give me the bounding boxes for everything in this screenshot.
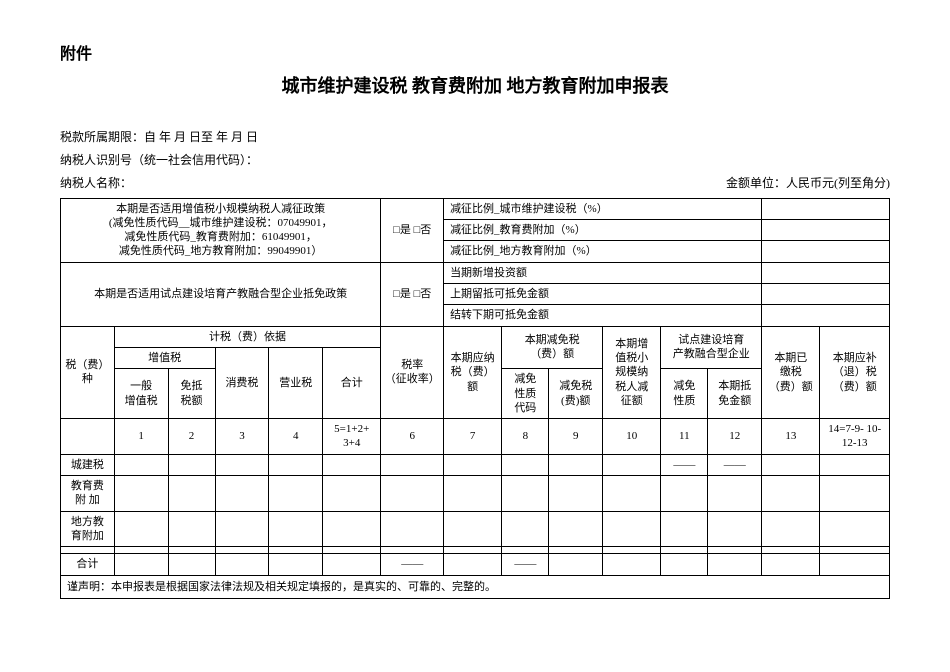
th-business: 营业税 — [269, 347, 323, 418]
th-pilot-amount: 本期抵 免金额 — [708, 369, 762, 419]
policy2-val3[interactable] — [762, 305, 890, 326]
policy1-val3[interactable] — [762, 241, 890, 262]
col-num-7: 7 — [444, 419, 502, 455]
col-num-11: 11 — [661, 419, 708, 455]
col-num-13: 13 — [762, 419, 820, 455]
row1-dash1: —— — [661, 454, 708, 475]
col-num-2: 2 — [168, 419, 215, 455]
th-reduction-nature: 减免 性质 代码 — [502, 369, 549, 419]
col-num-14: 14=7-9- 10- 12-13 — [820, 419, 890, 455]
taxpayer-id-line: 纳税人识别号（统一社会信用代码）： — [60, 151, 890, 170]
policy2-val2[interactable] — [762, 284, 890, 305]
policy2-right2: 上期留抵可抵免金额 — [444, 284, 762, 305]
th-total: 合计 — [323, 347, 381, 418]
table-row — [61, 547, 890, 554]
policy2-right1: 当期新增投资额 — [444, 262, 762, 283]
currency-unit: 金额单位：人民币元(列至角分) — [726, 174, 890, 193]
col-num-1: 1 — [114, 419, 168, 455]
col-num-12: 12 — [708, 419, 762, 455]
period-line: 税款所属期限：自 年 月 日至 年 月 日 — [60, 128, 890, 147]
main-table: 本期是否适用增值税小规模纳税人减征政策 (减免性质代码__城市维护建设税：070… — [60, 198, 890, 599]
policy1-val1[interactable] — [762, 198, 890, 219]
policy2-right3: 结转下期可抵免金额 — [444, 305, 762, 326]
th-vat: 增值税 — [114, 347, 215, 368]
col-num-blank — [61, 419, 115, 455]
col-num-5: 5=1+2+ 3+4 — [323, 419, 381, 455]
col-num-6: 6 — [381, 419, 444, 455]
taxpayer-name-line: 纳税人名称： — [60, 174, 132, 193]
th-exempt: 免抵 税额 — [168, 369, 215, 419]
th-pilot: 试点建设培育 产教融合型企业 — [661, 326, 762, 369]
th-rate: 税率 （征收率） — [381, 326, 444, 418]
th-small-scale: 本期增 值税小 规模纳 税人减 征额 — [603, 326, 661, 418]
policy1-right2: 减征比例_教育费附加（%） — [444, 219, 762, 240]
table-row: 合计 —— —— — [61, 554, 890, 575]
th-pilot-nature: 减免 性质 — [661, 369, 708, 419]
th-should-pay: 本期应补 （退）税 （费）额 — [820, 326, 890, 418]
policy1-checkbox[interactable]: □是 □否 — [381, 198, 444, 262]
row3-label: 地方教 育附加 — [61, 511, 115, 547]
th-basis: 计税（费）依据 — [114, 326, 381, 347]
col-num-4: 4 — [269, 419, 323, 455]
row5-label: 合计 — [61, 554, 115, 575]
policy2-val1[interactable] — [762, 262, 890, 283]
th-general-vat: 一般 增值税 — [114, 369, 168, 419]
row2-label: 教育费 附 加 — [61, 476, 115, 512]
footer-declaration: 谨声明：本申报表是根据国家法律法规及相关规定填报的，是真实的、可靠的、完整的。 — [61, 575, 890, 598]
th-reduction-amount: 减免税 (费)额 — [549, 369, 603, 419]
row5-dash2: —— — [502, 554, 549, 575]
col-num-10: 10 — [603, 419, 661, 455]
policy1-text: 本期是否适用增值税小规模纳税人减征政策 (减免性质代码__城市维护建设税：070… — [61, 198, 381, 262]
th-paid: 本期已 缴税 （费）额 — [762, 326, 820, 418]
col-num-8: 8 — [502, 419, 549, 455]
main-title: 城市维护建设税 教育费附加 地方教育附加申报表 — [60, 72, 890, 98]
policy2-text: 本期是否适用试点建设培育产教融合型企业抵免政策 — [61, 262, 381, 326]
row1-dash2: —— — [708, 454, 762, 475]
policy1-right3: 减征比例_地方教育附加（%） — [444, 241, 762, 262]
table-row: 教育费 附 加 — [61, 476, 890, 512]
table-row: 地方教 育附加 — [61, 511, 890, 547]
th-consumption: 消费税 — [215, 347, 269, 418]
col-num-3: 3 — [215, 419, 269, 455]
row1-label: 城建税 — [61, 454, 115, 475]
th-reduction: 本期减免税 （费）额 — [502, 326, 603, 369]
row5-dash1: —— — [381, 554, 444, 575]
policy1-right1: 减征比例_城市维护建设税（%） — [444, 198, 762, 219]
th-payable: 本期应纳 税（费） 额 — [444, 326, 502, 418]
table-row: 城建税 —— —— — [61, 454, 890, 475]
policy1-val2[interactable] — [762, 219, 890, 240]
policy2-checkbox[interactable]: □是 □否 — [381, 262, 444, 326]
col-num-9: 9 — [549, 419, 603, 455]
attachment-label: 附件 — [60, 40, 890, 64]
row4-label — [61, 547, 115, 554]
th-tax-type: 税（费）种 — [61, 326, 115, 418]
